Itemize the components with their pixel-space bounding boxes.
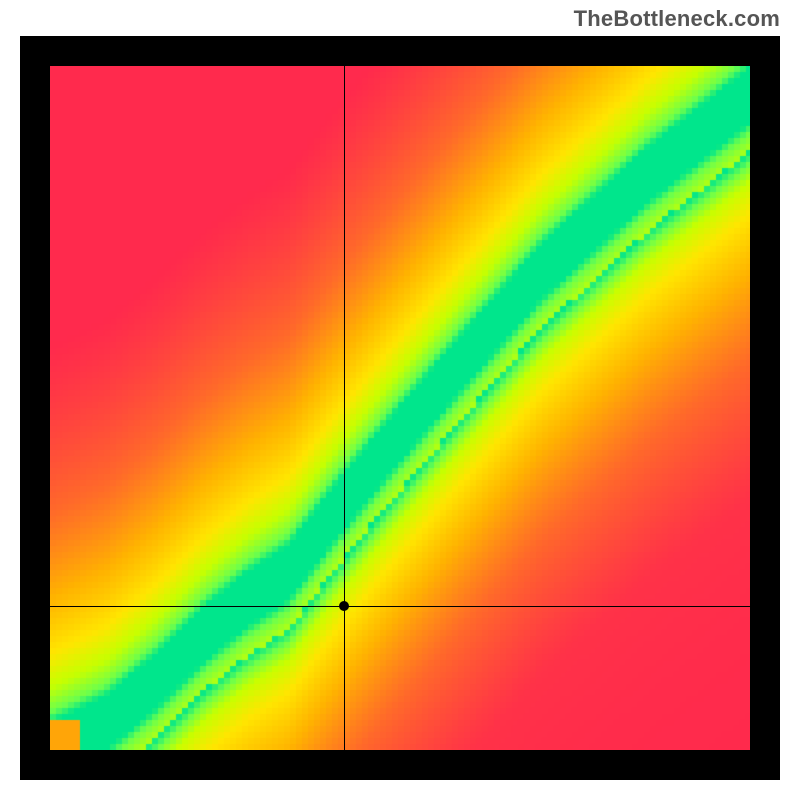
- heatmap-plot: [50, 66, 750, 750]
- heatmap-canvas: [50, 66, 750, 750]
- watermark-text: TheBottleneck.com: [574, 6, 780, 32]
